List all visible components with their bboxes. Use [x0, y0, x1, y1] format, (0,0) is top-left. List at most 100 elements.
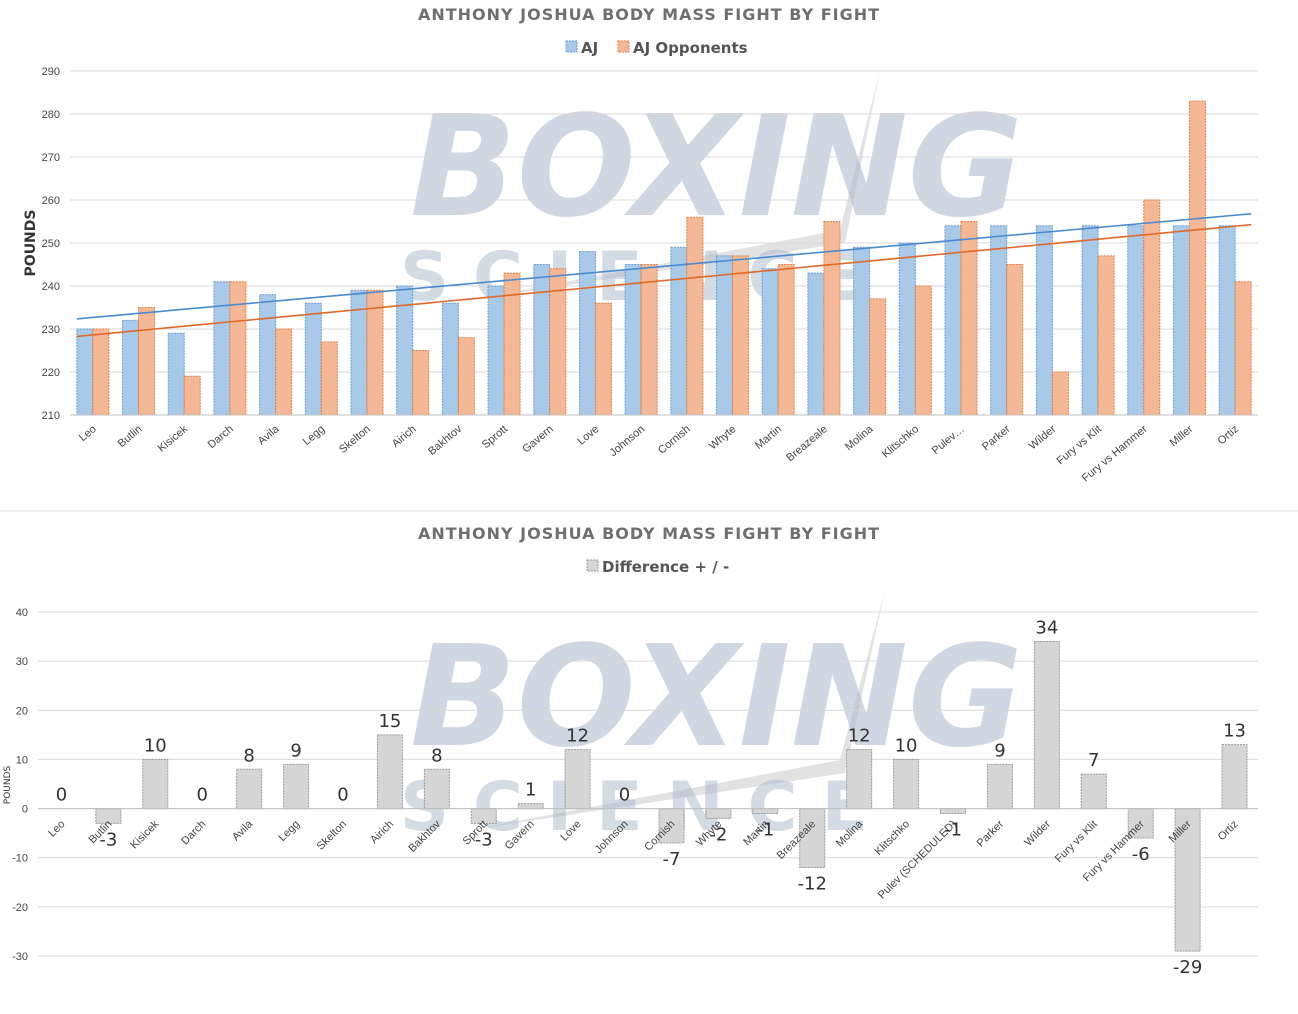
- x-tick-label: Airich: [390, 423, 419, 450]
- bar-difference: [752, 808, 779, 814]
- y-tick-label: 30: [16, 656, 28, 668]
- chart-top-bars: [70, 100, 1258, 416]
- x-tick-label: Skelton: [315, 818, 349, 852]
- data-label: -3: [475, 829, 493, 850]
- x-tick-label: Sprott: [480, 423, 510, 451]
- x-tick-label: Ortiz: [1216, 818, 1241, 843]
- chart-top-legend: AJ AJ Opponents: [565, 39, 748, 57]
- x-tick-label: Love: [575, 423, 601, 448]
- bar-opponent: [1051, 371, 1069, 416]
- x-tick-label: Molina: [843, 423, 876, 454]
- bar-aj: [1218, 225, 1236, 416]
- chart-top-categories: Leo Butlin Kisicek Darch Avila Legg Skelton Air…: [77, 423, 1241, 485]
- data-label: 34: [1035, 617, 1058, 638]
- data-label: 0: [619, 785, 630, 806]
- bar-opponent: [412, 350, 430, 416]
- x-tick-label: Legg: [301, 423, 327, 448]
- bar-aj: [807, 272, 825, 416]
- data-label: -1: [756, 819, 774, 840]
- bar-aj: [578, 251, 596, 416]
- bar-opponent: [92, 328, 110, 416]
- data-label: -3: [99, 829, 117, 850]
- x-tick-label: Kisicek: [156, 423, 191, 455]
- data-label: 9: [994, 740, 1005, 761]
- x-tick-label: Pulev…: [930, 423, 967, 457]
- y-tick-label: 220: [42, 367, 60, 379]
- x-tick-label: Skelton: [337, 423, 373, 456]
- bar-aj: [1035, 225, 1053, 416]
- data-label: 15: [378, 711, 401, 732]
- bar-difference: [705, 808, 732, 819]
- bar-difference: [423, 768, 450, 810]
- x-tick-label: Kisicek: [128, 818, 161, 851]
- trendline-aj: [76, 213, 1252, 320]
- legend-label-opponents: AJ Opponents: [633, 39, 748, 57]
- y-tick-label: 260: [42, 195, 60, 207]
- bar-opponent: [732, 255, 750, 416]
- x-tick-label: Legg: [276, 818, 302, 844]
- legend-swatch-difference: [586, 559, 599, 572]
- bar-opponent: [1006, 264, 1024, 416]
- legend-label-difference: Difference + / -: [602, 558, 729, 576]
- bar-opponent: [138, 307, 156, 416]
- y-tick-label: -10: [12, 853, 28, 865]
- bar-aj: [1081, 225, 1099, 416]
- x-tick-label: Darch: [179, 818, 208, 847]
- chart-bottom-ylabel: POUNDS: [3, 765, 13, 804]
- bar-opponent: [457, 337, 475, 416]
- bar-difference: [940, 808, 966, 814]
- x-tick-label: Miller: [1168, 423, 1196, 449]
- data-label: -7: [662, 849, 680, 870]
- chart-bottom-bars: [38, 640, 1258, 952]
- bar-opponent: [594, 302, 612, 416]
- data-label: 8: [431, 745, 442, 766]
- bar-opponent: [549, 268, 567, 416]
- x-tick-label: Avila: [256, 423, 283, 448]
- y-tick-label: 290: [42, 66, 60, 78]
- x-tick-label: Airich: [368, 818, 396, 846]
- bar-difference: [517, 803, 544, 810]
- bar-aj: [213, 281, 231, 416]
- data-label: 13: [1223, 721, 1246, 742]
- bar-opponent: [914, 285, 932, 416]
- bar-difference: [1127, 808, 1154, 839]
- bar-aj: [167, 332, 185, 416]
- data-label: -2: [709, 824, 727, 845]
- bar-aj: [533, 264, 551, 416]
- watermark-science-bottom: SCIENCE: [400, 768, 892, 847]
- data-label: 0: [197, 785, 208, 806]
- bar-difference: [236, 768, 263, 810]
- watermark-boxing-top: BOXING: [410, 86, 1023, 249]
- y-tick-label: 230: [42, 324, 60, 336]
- bar-aj: [670, 246, 688, 416]
- x-tick-label: Breazeale: [784, 423, 830, 464]
- bar-difference: [658, 808, 685, 844]
- bar-aj: [898, 242, 916, 416]
- y-tick-label: 40: [16, 607, 28, 619]
- x-tick-label: Johnson: [608, 423, 648, 459]
- data-label: 0: [337, 785, 348, 806]
- bar-aj: [853, 246, 871, 416]
- bar-difference: [1080, 773, 1107, 810]
- x-tick-label: Whyte: [707, 423, 739, 452]
- data-label: 7: [1088, 750, 1099, 771]
- y-tick-label: 10: [16, 754, 28, 766]
- bar-opponent: [869, 298, 887, 416]
- bar-aj: [990, 225, 1008, 416]
- bar-aj: [76, 328, 94, 416]
- bar-aj: [122, 319, 140, 416]
- x-tick-label: Wilder: [1022, 818, 1053, 849]
- y-tick-label: 20: [16, 705, 28, 717]
- bar-opponent: [183, 375, 201, 416]
- y-tick-label: -30: [12, 951, 28, 963]
- bar-difference: [142, 758, 169, 810]
- chart-top-ylabel: POUNDS: [23, 210, 39, 277]
- chart-top-title: ANTHONY JOSHUA BODY MASS FIGHT BY FIGHT: [418, 5, 880, 24]
- x-tick-label: Ortiz: [1216, 423, 1242, 447]
- y-tick-label: 270: [42, 152, 60, 164]
- bar-opponent: [1143, 199, 1161, 416]
- legend-swatch-aj: [565, 40, 578, 53]
- x-tick-label: Gavern: [520, 423, 555, 455]
- bar-aj: [304, 302, 322, 416]
